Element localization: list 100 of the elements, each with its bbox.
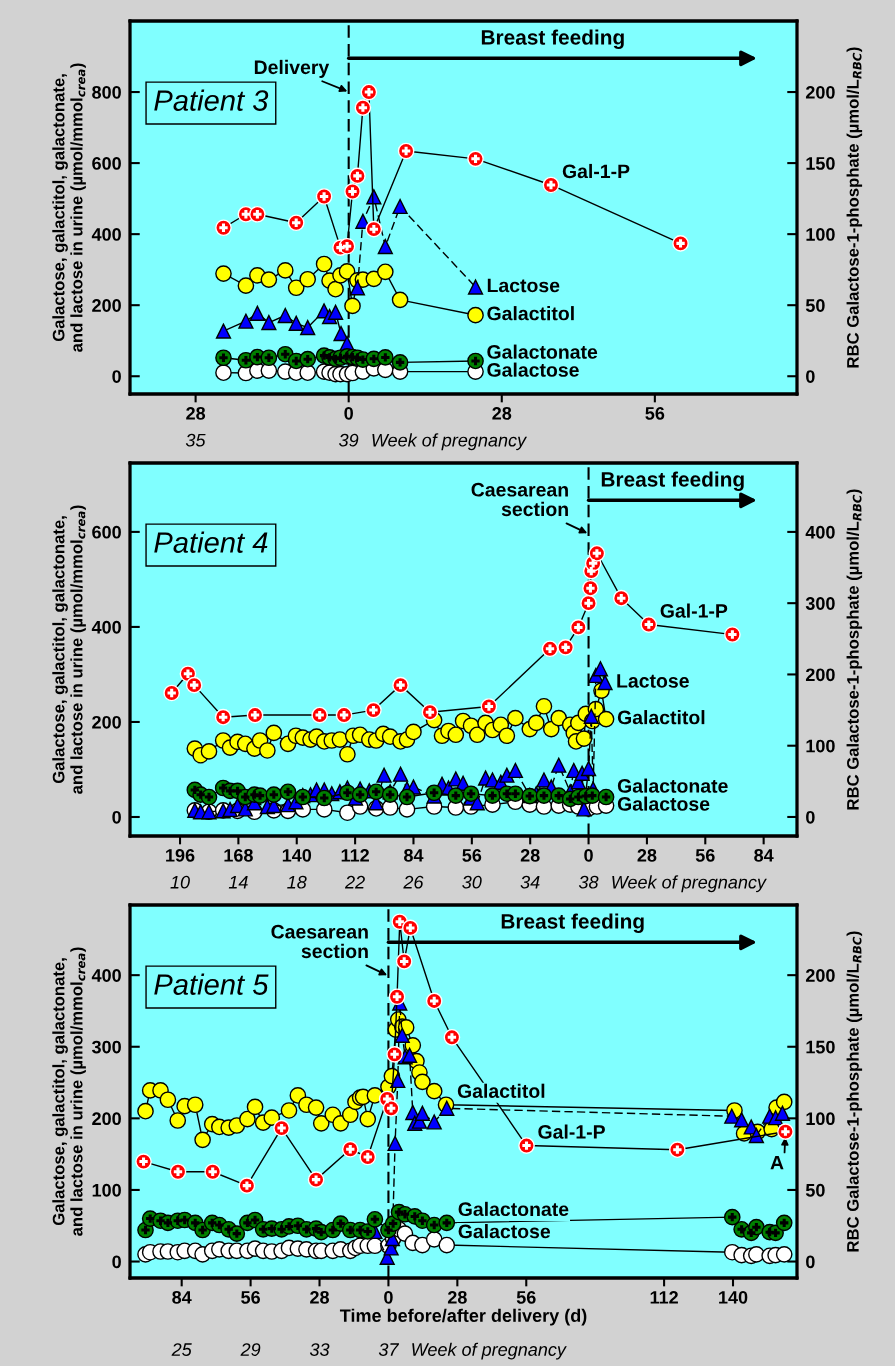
x2-axis-title: Week of pregnancy <box>412 1342 567 1360</box>
series-label: Lactose <box>617 674 689 688</box>
x2-tick-label: 25 <box>171 1343 192 1356</box>
y-tick-label: 400 <box>91 969 121 982</box>
text: Patient 3 <box>154 89 269 111</box>
y2-tick-label: 100 <box>806 1112 835 1126</box>
x-tick-label: 56 <box>695 848 715 862</box>
x2-tick-label: 30 <box>462 875 482 889</box>
text: Patient 4 <box>154 531 268 553</box>
y2-axis-title: RBC Galactose-1-phosphate (µmol/L$_{RBC}$) <box>846 931 863 1252</box>
x2-tick-label: 37 <box>378 1343 400 1356</box>
y-tick-label: 200 <box>92 1112 121 1126</box>
x-tick-label: 56 <box>241 1290 260 1304</box>
y-axis-title: Galactose, galactitol, galactonate, and lactose in urine (µmol/mmol$_{crea}$) <box>52 63 86 352</box>
x2-tick-label: 18 <box>287 875 307 889</box>
annotation: Breast feeding <box>501 913 644 933</box>
series-label: Galactose <box>487 362 579 377</box>
x2-axis-title: Week of pregnancy <box>372 433 528 451</box>
y-tick-label: 300 <box>91 1040 121 1054</box>
x-tick-label: 0 <box>384 1290 393 1304</box>
x-tick-label: 84 <box>754 848 774 862</box>
series-label: Gal-1-P <box>660 603 728 618</box>
x-tick-label: 112 <box>341 848 369 862</box>
x-tick-label: 56 <box>645 406 665 420</box>
y2-tick-label: 150 <box>806 157 835 170</box>
y2-tick-label: 150 <box>806 1040 835 1054</box>
y-tick-label: 800 <box>92 85 121 99</box>
x2-tick-label: 38 <box>578 875 599 889</box>
text: Patient 5 <box>154 973 269 995</box>
y-tick-label: 600 <box>92 525 121 539</box>
x-tick-label: 56 <box>516 1290 536 1304</box>
y2-tick-label: 0 <box>806 370 815 383</box>
y-tick-label: 400 <box>91 620 121 634</box>
x-tick-label: 28 <box>520 848 540 862</box>
annotation: Breast feeding <box>601 471 744 491</box>
y2-tick-label: 0 <box>806 1255 815 1269</box>
y2-tick-label: 0 <box>806 810 815 824</box>
x-tick-label: 56 <box>462 848 482 862</box>
x2-tick-label: 10 <box>170 875 190 889</box>
y2-axis-title: RBC Galactose-1-phosphate (µmol/L$_{RBC}$) <box>846 489 863 810</box>
series-label: Galactitol <box>617 710 705 725</box>
y2-tick-label: 300 <box>805 597 835 610</box>
series-label: Galactonate <box>617 778 728 793</box>
y-tick-label: 0 <box>112 810 121 824</box>
x-tick-label: 112 <box>650 1290 678 1304</box>
annotation: A <box>770 1155 784 1170</box>
x-tick-label: 0 <box>584 848 593 862</box>
x-axis-title: Time before/after delivery (d) <box>339 1308 587 1326</box>
x-tick-label: 28 <box>447 1290 467 1304</box>
x2-tick-label: 35 <box>185 433 206 447</box>
x2-tick-label: 29 <box>240 1343 261 1356</box>
x-tick-label: 140 <box>719 1290 748 1304</box>
series-label: Galactose <box>458 1224 551 1239</box>
series-label: Galactonate <box>458 1201 569 1217</box>
series-label: Galactitol <box>457 1083 545 1098</box>
ref-line-label: Delivery <box>254 59 330 78</box>
y2-tick-label: 50 <box>805 1183 825 1197</box>
y2-tick-label: 100 <box>806 228 835 241</box>
x-tick-label: 28 <box>637 848 657 862</box>
x-tick-label: 28 <box>310 1290 330 1304</box>
y2-tick-label: 200 <box>805 85 835 99</box>
x2-tick-label: 39 <box>339 433 359 447</box>
series-label: Gal-1-P <box>562 163 630 179</box>
ref-line-label: Caesarean section <box>471 482 568 517</box>
x-tick-label: 84 <box>404 848 424 862</box>
y2-tick-label: 50 <box>805 299 825 312</box>
y-axis-title: Galactose, galactitol, galactonate, and lactose in urine (µmol/mmol$_{crea}$) <box>52 505 86 794</box>
x2-axis-title: Week of pregnancy <box>612 875 767 893</box>
y2-tick-label: 200 <box>805 668 835 682</box>
y-tick-label: 200 <box>92 299 121 312</box>
y-axis-title: Galactose, galactitol, galactonate, and lactose in urine (µmol/mmol$_{crea}$) <box>52 947 86 1236</box>
x-tick-label: 196 <box>166 848 195 862</box>
series-label: Galactose <box>617 796 710 811</box>
series-label: Gal-1-P <box>538 1124 605 1139</box>
y-tick-label: 200 <box>92 715 121 729</box>
series-label: Galactonate <box>487 344 598 359</box>
x-tick-label: 28 <box>186 406 206 420</box>
x-tick-label: 28 <box>492 406 512 420</box>
y2-tick-label: 200 <box>805 969 835 982</box>
y-tick-label: 600 <box>92 157 121 170</box>
y-tick-label: 0 <box>112 370 121 383</box>
x-tick-label: 140 <box>282 848 312 862</box>
y2-tick-label: 400 <box>805 525 835 539</box>
y-tick-label: 100 <box>92 1183 121 1197</box>
x2-tick-label: 34 <box>520 875 540 889</box>
y-tick-label: 0 <box>112 1255 121 1269</box>
series-label: Lactose <box>487 278 560 293</box>
series-label: Galactitol <box>487 306 574 321</box>
x-tick-label: 84 <box>172 1290 192 1304</box>
x2-tick-label: 33 <box>309 1343 330 1356</box>
x2-tick-label: 14 <box>228 875 248 889</box>
x2-tick-label: 26 <box>403 875 424 889</box>
y-tick-label: 400 <box>91 228 121 241</box>
x-tick-label: 168 <box>224 848 253 862</box>
x-tick-label: 0 <box>344 406 353 420</box>
ref-line-label: Caesarean section <box>271 924 368 959</box>
y2-axis-title: RBC Galactose-1-phosphate (µmol/L$_{RBC}$) <box>846 47 863 368</box>
y2-tick-label: 100 <box>806 739 835 753</box>
x2-tick-label: 22 <box>344 875 365 889</box>
annotation: Breast feeding <box>481 29 624 49</box>
